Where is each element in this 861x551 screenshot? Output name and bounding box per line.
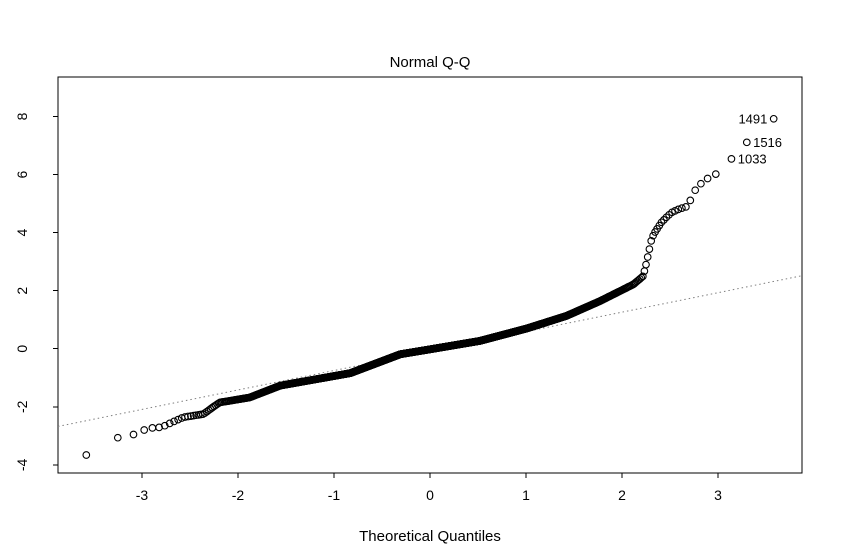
data-point: [148, 424, 157, 432]
data-point: [174, 415, 182, 424]
data-point: [682, 203, 690, 211]
data-point: [113, 433, 122, 442]
x-tick-label: -3: [136, 487, 149, 503]
data-point: [82, 451, 91, 459]
y-tick-label: 8: [14, 112, 30, 120]
y-tick-label: 0: [14, 345, 30, 353]
data-point: [129, 430, 138, 439]
outlier-point: [769, 114, 778, 123]
x-axis-title: Theoretical Quantiles: [359, 528, 501, 545]
data-point: [649, 231, 657, 240]
data-point: [637, 273, 646, 282]
data-point: [643, 253, 652, 261]
outlier-label: 1491: [738, 111, 767, 126]
outlier-point: [727, 155, 736, 163]
data-point: [647, 237, 656, 245]
y-tick-label: 6: [14, 170, 30, 178]
x-tick-label: 3: [714, 487, 722, 503]
data-point: [638, 272, 647, 281]
data-point: [711, 170, 720, 178]
data-point: [187, 412, 195, 420]
x-tick-label: 1: [522, 487, 530, 503]
data-point: [165, 419, 174, 428]
data-point: [645, 245, 654, 253]
y-tick-label: 2: [14, 287, 30, 295]
data-point: [170, 417, 178, 426]
outlier-point: [742, 138, 751, 147]
y-tick-label: -4: [14, 458, 30, 471]
data-point: [703, 174, 712, 183]
plot-border: [57, 76, 803, 474]
data-point: [697, 179, 705, 188]
data-point: [181, 413, 189, 421]
chart-title: Normal Q-Q: [389, 54, 471, 71]
data-point: [691, 186, 700, 195]
x-tick-label: 0: [426, 487, 434, 503]
data-point: [686, 196, 695, 205]
data-point: [660, 216, 668, 224]
data-point: [199, 410, 207, 419]
x-tick-label: -1: [328, 487, 341, 503]
reference-line: [57, 275, 803, 427]
data-point: [674, 205, 683, 214]
data-point: [678, 204, 686, 212]
y-tick-label: 4: [14, 229, 30, 237]
x-tick-label: -2: [232, 487, 245, 503]
data-points: [82, 170, 720, 459]
x-tick-label: 2: [618, 487, 626, 503]
data-point: [642, 260, 650, 269]
data-point: [184, 412, 192, 421]
outlier-label: 1033: [738, 151, 767, 166]
data-point: [160, 421, 169, 430]
y-tick-label: -2: [14, 400, 30, 413]
outlier-label: 1516: [753, 135, 782, 150]
data-point: [657, 218, 666, 227]
data-point: [140, 426, 149, 434]
